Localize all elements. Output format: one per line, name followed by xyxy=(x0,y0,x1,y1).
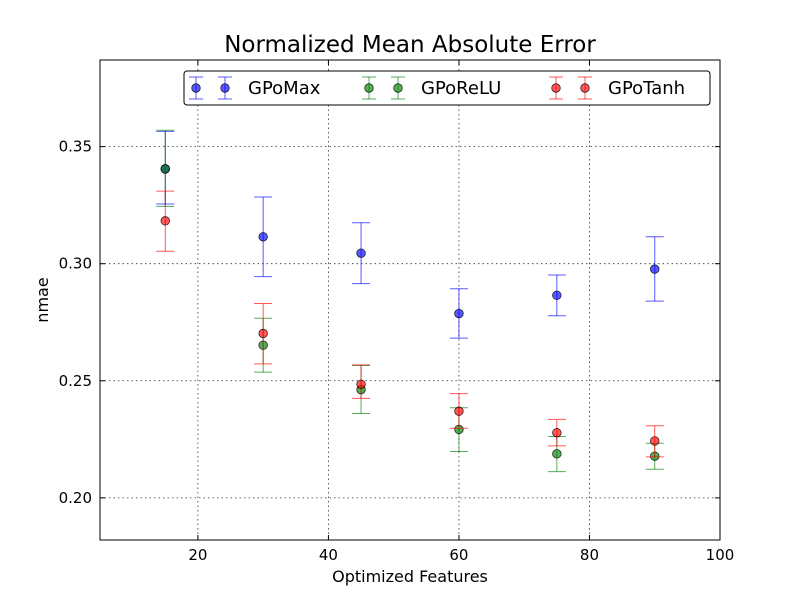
legend-label: GPoReLU xyxy=(421,78,501,99)
series-gpotanh xyxy=(156,190,664,458)
legend-marker xyxy=(580,83,590,93)
data-point xyxy=(160,164,170,174)
data-point xyxy=(160,216,170,226)
x-tick-label: 60 xyxy=(449,546,468,564)
data-point xyxy=(650,264,660,274)
legend-entry-gpomax: GPoMax xyxy=(189,76,321,100)
series-gporelu xyxy=(156,129,664,473)
legend-marker xyxy=(551,83,561,93)
data-point xyxy=(356,379,366,389)
legend-box xyxy=(183,70,711,106)
legend: GPoMax GPoReLU GPoTanh xyxy=(183,70,711,106)
series-gpomax xyxy=(156,130,664,339)
data-point xyxy=(454,308,464,319)
y-tick-label: 0.25 xyxy=(59,372,92,390)
data-point xyxy=(552,428,562,438)
y-tick-label: 0.35 xyxy=(59,138,92,156)
data-marks xyxy=(156,129,664,473)
x-tick-label: 20 xyxy=(188,546,207,564)
data-point xyxy=(258,328,268,339)
x-tick-label: 80 xyxy=(580,546,599,564)
legend-marker xyxy=(220,83,230,93)
data-point xyxy=(454,406,464,416)
data-point xyxy=(258,232,268,242)
x-tick-label: 100 xyxy=(706,546,735,564)
legend-marker xyxy=(364,83,374,93)
grid xyxy=(100,60,720,540)
x-axis-label: Optimized Features xyxy=(332,567,488,586)
y-tick-label: 0.20 xyxy=(59,489,92,507)
legend-entry-gporelu: GPoReLU xyxy=(362,76,501,100)
data-point xyxy=(552,290,562,301)
legend-marker xyxy=(191,83,201,93)
data-point xyxy=(650,436,660,446)
legend-label: GPoTanh xyxy=(608,78,685,99)
y-axis-label: nmae xyxy=(33,277,52,322)
chart-title: Normalized Mean Absolute Error xyxy=(224,32,596,58)
data-point xyxy=(552,449,562,459)
legend-label: GPoMax xyxy=(248,78,321,99)
data-point xyxy=(356,248,366,258)
axis-ticks: 20 40 60 80 100 0.20 0.25 0.30 0.35 xyxy=(59,60,735,564)
plot-frame xyxy=(99,59,721,541)
legend-entry-gpotanh: GPoTanh xyxy=(549,76,685,100)
y-tick-label: 0.30 xyxy=(59,255,92,273)
legend-marker xyxy=(393,83,403,93)
x-tick-label: 40 xyxy=(319,546,338,564)
